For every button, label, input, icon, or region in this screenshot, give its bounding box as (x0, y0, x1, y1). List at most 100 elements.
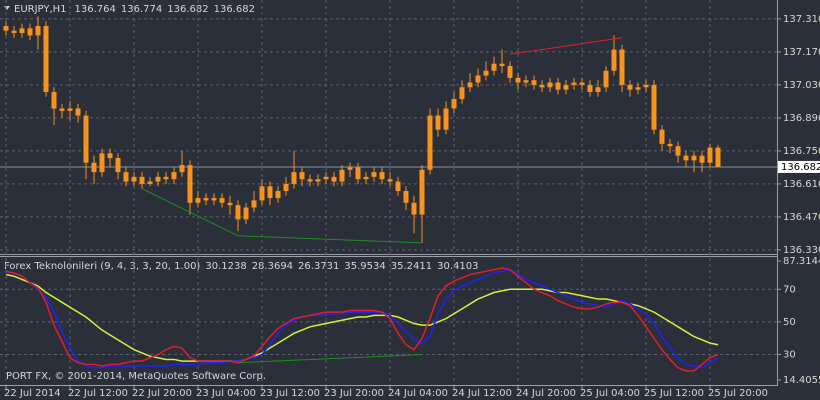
y-tick-label: 14.4055 (783, 375, 820, 386)
x-tick-label: 23 Jul 20:00 (324, 388, 384, 399)
candle-body (251, 200, 257, 208)
candle-body (683, 155, 689, 161)
candle-body (11, 30, 17, 34)
x-tick-label: 25 Jul 04:00 (580, 388, 640, 399)
candle-body (83, 115, 89, 163)
candle-body (163, 176, 169, 180)
indicator-header: Forex Teknolonileri (9, 4, 3, 3, 20, 1.0… (4, 261, 478, 272)
candle-body (443, 108, 449, 130)
candle-body (403, 191, 409, 203)
candle-body (387, 179, 393, 182)
trendline (141, 188, 423, 244)
trendline (509, 37, 623, 55)
x-tick-label: 24 Jul 04:00 (388, 388, 448, 399)
y-tick-label: 137.170 (783, 47, 820, 58)
x-tick-label: 22 Jul 20:00 (132, 388, 192, 399)
readout: 30.1238 (205, 261, 246, 272)
candle-body (619, 49, 625, 85)
candle-body (235, 205, 241, 220)
candle-body (35, 25, 41, 36)
y-tick-label: 136.890 (783, 113, 820, 124)
candle-body (427, 115, 433, 170)
x-tick-label: 22 Jul 12:00 (68, 388, 128, 399)
last-price-label: 136.682 (781, 162, 820, 173)
candle-body (395, 181, 401, 192)
candle-body (59, 108, 65, 111)
x-tick-label: 25 Jul 20:00 (708, 388, 768, 399)
candle-body (259, 186, 265, 201)
candle-body (507, 66, 513, 78)
candle-body (323, 176, 329, 180)
header-high: 136.774 (121, 4, 162, 15)
x-tick-label: 24 Jul 12:00 (452, 388, 512, 399)
candle-body (467, 82, 473, 88)
header-open: 136.764 (75, 4, 116, 15)
candle-body (155, 176, 161, 182)
candle-body (659, 129, 665, 144)
x-tick-label: 23 Jul 12:00 (260, 388, 320, 399)
candle-body (51, 91, 57, 109)
candle-body (75, 108, 81, 116)
candle-body (243, 207, 249, 220)
candle-body (43, 25, 49, 92)
candle-body (211, 198, 217, 201)
candle-body (347, 167, 353, 170)
header-close: 136.682 (214, 4, 255, 15)
candle-body (515, 77, 521, 83)
candle-body (587, 84, 593, 92)
candle-body (555, 82, 561, 90)
candle-body (451, 99, 457, 109)
candle-body (203, 198, 209, 201)
y-tick-label: 136.750 (783, 146, 820, 157)
candle-body (27, 28, 33, 36)
candle-body (187, 165, 193, 203)
candle-body (315, 179, 321, 182)
y-tick-label: 136.330 (783, 245, 820, 256)
y-tick-label: 136.610 (783, 179, 820, 190)
candle-body (475, 75, 481, 83)
candle-body (171, 172, 177, 180)
candle-body (307, 179, 313, 182)
candle-body (355, 167, 361, 180)
candle-body (579, 82, 585, 85)
candle-body (603, 70, 609, 88)
candle-body (275, 191, 281, 199)
candle-body (595, 87, 601, 92)
candle-body (707, 147, 713, 163)
candle-body (667, 143, 673, 147)
copyright: PORT FX, © 2001-2014, MetaQuotes Softwar… (6, 371, 266, 382)
candle-body (651, 84, 657, 130)
candle-body (547, 82, 553, 88)
y-tick-label: 136.470 (783, 212, 820, 223)
x-tick-label: 24 Jul 20:00 (516, 388, 576, 399)
x-tick-label: 25 Jul 12:00 (644, 388, 704, 399)
y-tick-label: 87.3144 (783, 256, 820, 267)
candle-body (147, 181, 153, 184)
y-tick-label: 137.030 (783, 80, 820, 91)
candle-body (371, 172, 377, 177)
indicator-line (5, 267, 719, 372)
candle-body (331, 176, 337, 182)
candle-body (91, 162, 97, 173)
candle-body (459, 87, 465, 100)
candle-body (483, 70, 489, 76)
candle-body (267, 186, 273, 199)
candle-body (363, 176, 369, 180)
candle-body (435, 115, 441, 130)
indicator-line (6, 268, 719, 369)
candle-body (635, 87, 641, 90)
candle-body (563, 84, 569, 90)
candle-body (627, 84, 633, 90)
candle-body (115, 157, 121, 173)
candle-body (3, 25, 9, 31)
candle-body (107, 153, 113, 158)
candle-body (643, 84, 649, 88)
candle-body (19, 28, 25, 34)
candle-body (283, 183, 289, 192)
candle-body (139, 176, 145, 184)
candle-body (179, 165, 185, 173)
y-tick-label: 30 (783, 350, 796, 361)
candle-body (571, 82, 577, 85)
